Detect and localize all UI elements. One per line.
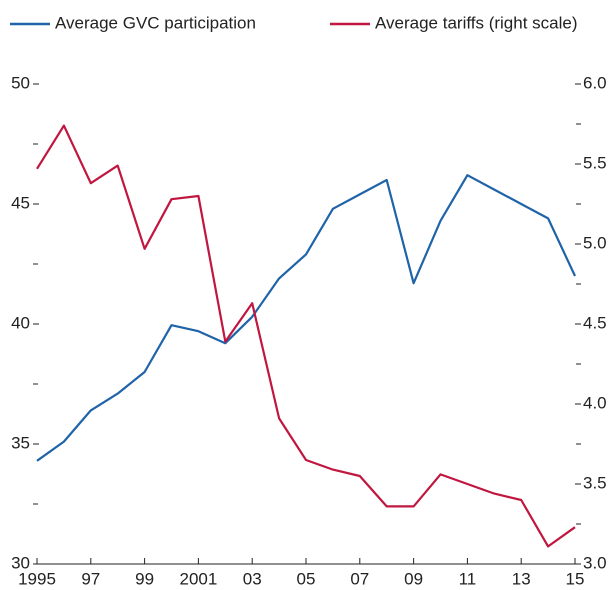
x-tick-label: 2001 bbox=[179, 569, 217, 588]
x-tick-label: 15 bbox=[566, 569, 585, 588]
y-tick-label: 45 bbox=[11, 193, 30, 212]
x-tick-label: 05 bbox=[297, 569, 316, 588]
series-line bbox=[36, 124, 576, 548]
y2-tick-label: 4.0 bbox=[583, 393, 607, 412]
legend-label: Average tariffs (right scale) bbox=[375, 13, 578, 32]
y2-tick-label: 3.5 bbox=[583, 473, 607, 492]
x-tick-label: 1995 bbox=[18, 569, 56, 588]
y-tick-label: 40 bbox=[11, 313, 30, 332]
legend-label: Average GVC participation bbox=[55, 13, 256, 32]
x-tick-label: 13 bbox=[512, 569, 531, 588]
y2-tick-label: 5.0 bbox=[583, 233, 607, 252]
y2-tick-label: 3.0 bbox=[583, 553, 607, 572]
x-tick-label: 03 bbox=[243, 569, 262, 588]
y-tick-label: 50 bbox=[11, 73, 30, 92]
x-tick-label: 97 bbox=[81, 569, 100, 588]
y-tick-label: 30 bbox=[11, 553, 30, 572]
y2-tick-label: 5.5 bbox=[583, 153, 607, 172]
x-tick-label: 07 bbox=[350, 569, 369, 588]
x-tick-label: 11 bbox=[459, 569, 477, 588]
y2-tick-label: 6.0 bbox=[583, 73, 607, 92]
y2-tick-label: 4.5 bbox=[583, 313, 607, 332]
x-tick-label: 09 bbox=[404, 569, 423, 588]
x-tick-label: 99 bbox=[135, 569, 154, 588]
series-line bbox=[36, 174, 576, 462]
y-tick-label: 35 bbox=[11, 433, 30, 452]
